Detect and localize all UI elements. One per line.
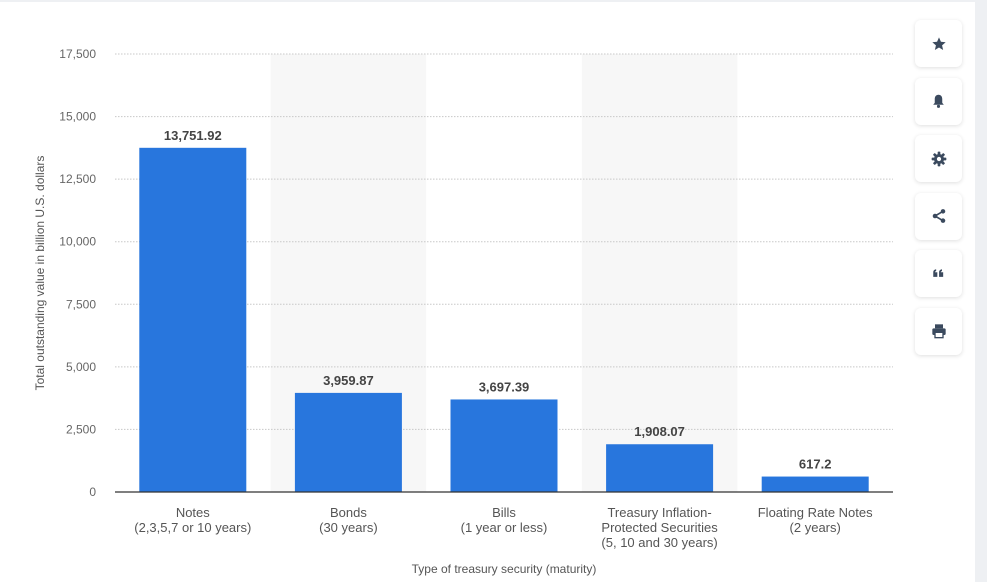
- cite-button[interactable]: [915, 250, 962, 297]
- y-tick-label: 7,500: [66, 297, 96, 311]
- value-labels: 13,751.92 3,959.87 3,697.39 1,908.07 617.2: [164, 128, 832, 472]
- x-tick-label: Bills (1 year or less): [461, 505, 548, 535]
- favorite-button[interactable]: [915, 20, 962, 67]
- y-axis-ticks: 0 2,500 5,000 7,500 10,000 12,500 15,000 17,500: [59, 47, 96, 499]
- data-label: 1,908.07: [634, 424, 685, 439]
- y-tick-label: 5,000: [66, 360, 96, 374]
- data-label: 617.2: [799, 457, 832, 472]
- data-label: 3,697.39: [479, 379, 530, 394]
- print-button[interactable]: [915, 307, 962, 355]
- printer-icon: [931, 324, 946, 339]
- data-label: 13,751.92: [164, 128, 222, 143]
- y-axis-title: Total outstanding value in billion U.S. …: [33, 156, 47, 391]
- bar[interactable]: [139, 147, 247, 492]
- bar[interactable]: [761, 476, 869, 492]
- x-tick-label: Bonds (30 years): [319, 505, 378, 535]
- bar[interactable]: [294, 392, 402, 492]
- notification-button[interactable]: [915, 77, 962, 125]
- y-tick-label: 12,500: [59, 172, 96, 186]
- bars: [139, 147, 869, 492]
- data-label: 3,959.87: [323, 373, 374, 388]
- x-axis-title: Type of treasury security (maturity): [412, 562, 597, 576]
- quote-icon: [933, 268, 944, 277]
- bell-icon: [933, 94, 944, 108]
- bar[interactable]: [450, 399, 558, 492]
- chart-toolbar: [915, 20, 962, 365]
- y-tick-label: 15,000: [59, 110, 96, 124]
- band-3: [581, 54, 738, 492]
- x-tick-label: Notes (2,3,5,7 or 10 years): [134, 505, 251, 535]
- share-icon: [932, 209, 945, 223]
- star-icon: [931, 36, 946, 50]
- bar[interactable]: [606, 444, 714, 492]
- settings-button[interactable]: [915, 135, 962, 182]
- x-tick-label: Treasury Inflation-Protected Securities(…: [601, 505, 718, 550]
- y-tick-label: 2,500: [66, 422, 96, 436]
- x-tick-label: Floating Rate Notes (2 years): [758, 505, 873, 535]
- share-button[interactable]: [915, 192, 962, 240]
- y-tick-label: 0: [89, 485, 96, 499]
- y-tick-label: 17,500: [59, 47, 96, 61]
- y-tick-label: 10,000: [59, 235, 96, 249]
- x-axis-categories: Notes (2,3,5,7 or 10 years) Bonds (30 years…: [134, 505, 873, 550]
- gear-icon: [931, 151, 946, 166]
